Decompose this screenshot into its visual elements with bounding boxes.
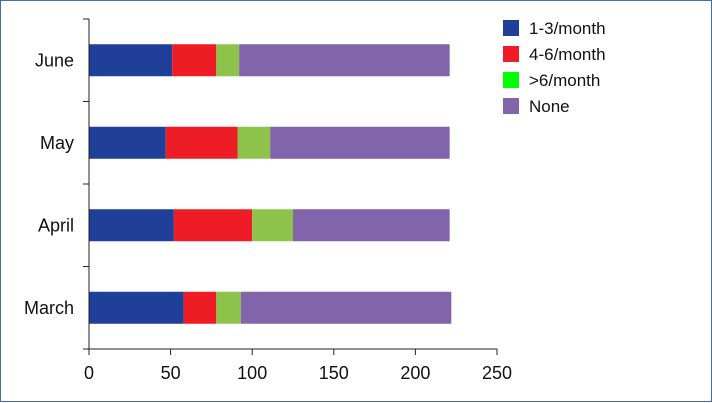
- legend-label-2: 4-6/month: [529, 45, 606, 64]
- bar-segment-april-4: [293, 209, 450, 242]
- x-tick-label: 200: [400, 363, 430, 383]
- x-tick-label: 150: [319, 363, 349, 383]
- x-tick-label: 50: [161, 363, 181, 383]
- category-label-april: April: [38, 215, 74, 235]
- axes-layer: June May April March 0 50 100 150 200 250: [24, 18, 512, 383]
- bar-segment-june-2: [172, 44, 217, 77]
- bars-layer: [89, 44, 452, 324]
- legend-swatch-4: [503, 98, 519, 114]
- legend-swatch-2: [503, 46, 519, 62]
- category-label-march: March: [24, 298, 74, 318]
- legend-label-1: 1-3/month: [529, 19, 606, 38]
- legend-swatch-3: [503, 72, 519, 88]
- bar-segment-march-4: [240, 291, 452, 324]
- legend-swatch-1: [503, 20, 519, 36]
- bar-segment-may-2: [165, 126, 238, 159]
- bar-segment-may-1: [89, 126, 166, 159]
- legend-label-3: >6/month: [529, 71, 600, 90]
- bar-segment-april-3: [252, 209, 293, 242]
- legend-label-4: None: [529, 97, 570, 116]
- bar-segment-april-1: [89, 209, 174, 242]
- category-label-may: May: [40, 133, 74, 153]
- x-tick-label: 100: [237, 363, 267, 383]
- x-tick-label: 0: [84, 363, 94, 383]
- bar-segment-may-4: [270, 126, 450, 159]
- bar-segment-march-3: [216, 291, 241, 324]
- x-tick-label: 250: [482, 363, 512, 383]
- bar-segment-may-3: [237, 126, 271, 159]
- category-label-june: June: [35, 50, 74, 70]
- bar-segment-march-2: [183, 291, 217, 324]
- bar-segment-june-1: [89, 44, 173, 77]
- bar-segment-april-2: [173, 209, 253, 242]
- bar-segment-march-1: [89, 291, 184, 324]
- bar-segment-june-3: [216, 44, 240, 77]
- bar-segment-june-4: [239, 44, 450, 77]
- legend: 1-3/month 4-6/month >6/month None: [503, 19, 606, 116]
